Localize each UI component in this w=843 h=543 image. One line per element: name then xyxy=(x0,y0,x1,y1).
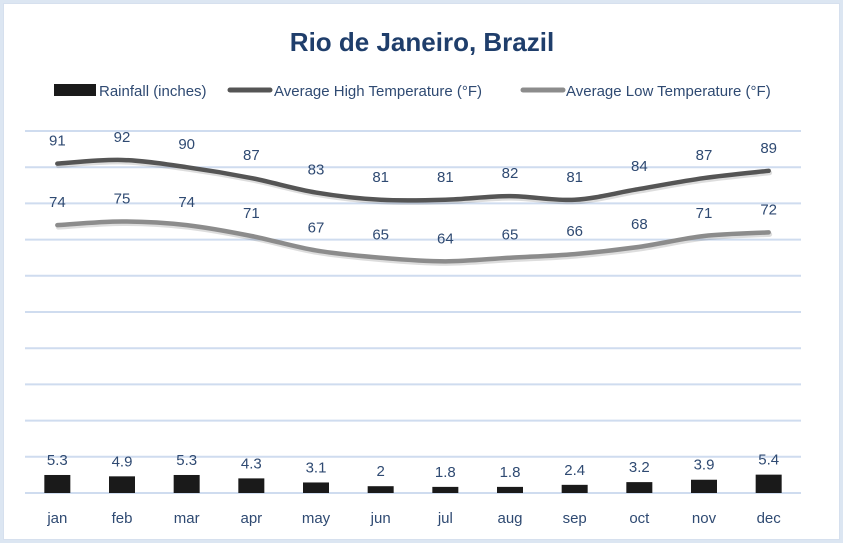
low-temp-label: 75 xyxy=(114,191,131,208)
rainfall-label: 3.9 xyxy=(694,457,715,474)
low-temp-label: 71 xyxy=(696,205,713,222)
legend-label-high: Average High Temperature (°F) xyxy=(274,83,482,100)
low-temp-label: 66 xyxy=(566,223,583,240)
legend-label-rainfall: Rainfall (inches) xyxy=(99,83,207,100)
rainfall-label: 3.2 xyxy=(629,459,650,476)
legend-swatch-rainfall xyxy=(54,84,96,96)
rainfall-bar xyxy=(497,486,523,493)
high-temp-label: 89 xyxy=(760,140,777,157)
low-temp-label: 74 xyxy=(49,194,66,211)
high-temp-label: 87 xyxy=(243,147,260,164)
high-temp-label: 90 xyxy=(178,136,195,153)
low-temp-label: 72 xyxy=(760,201,777,218)
rainfall-label: 2.4 xyxy=(564,462,585,479)
low-temp-label: 68 xyxy=(631,216,648,233)
x-tick-label: jul xyxy=(437,510,453,527)
high-temp-label: 87 xyxy=(696,147,713,164)
high-temp-label: 83 xyxy=(308,162,325,179)
low-temp-label: 67 xyxy=(308,219,325,236)
rainfall-bar xyxy=(173,474,200,493)
legend: Rainfall (inches) Average High Temperatu… xyxy=(54,83,771,100)
rainfall-label: 5.3 xyxy=(176,452,197,469)
x-tick-label: apr xyxy=(240,510,262,527)
rainfall-bar xyxy=(626,482,653,493)
low-temp-label: 64 xyxy=(437,230,454,247)
chart: Rio de Janeiro, Brazil Rainfall (inches)… xyxy=(25,27,801,527)
x-tick-label: oct xyxy=(629,510,650,527)
high-temp-label: 82 xyxy=(502,165,519,182)
chart-frame: Rio de Janeiro, Brazil Rainfall (inches)… xyxy=(3,3,840,540)
x-tick-label: sep xyxy=(563,510,587,527)
rainfall-label: 1.8 xyxy=(435,464,456,481)
x-tick-label: jan xyxy=(46,510,67,527)
rainfall-bar xyxy=(367,486,394,493)
temperature-lines xyxy=(55,157,773,266)
rainfall-bar xyxy=(303,482,329,493)
rainfall-label: 4.3 xyxy=(241,455,262,472)
high-temp-label: 84 xyxy=(631,158,648,175)
rainfall-bar xyxy=(561,484,588,493)
chart-title: Rio de Janeiro, Brazil xyxy=(290,27,554,57)
x-axis-ticks: jan feb mar apr may jun jul aug sep oct nov dec xyxy=(46,510,781,527)
rainfall-label: 2 xyxy=(376,463,384,480)
rainfall-bar xyxy=(432,486,459,493)
rainfall-bars xyxy=(44,474,782,493)
x-tick-label: may xyxy=(302,510,331,527)
low-temp-label: 71 xyxy=(243,205,260,222)
x-tick-label: dec xyxy=(757,510,782,527)
high-temp-line xyxy=(55,157,771,203)
gridlines xyxy=(25,130,801,494)
x-tick-label: mar xyxy=(174,510,200,527)
low-temp-label: 74 xyxy=(178,194,195,211)
high-temp-label: 81 xyxy=(437,169,454,186)
high-temp-label: 81 xyxy=(566,169,583,186)
x-tick-label: aug xyxy=(497,510,522,527)
rainfall-label: 1.8 xyxy=(500,464,521,481)
rainfall-label: 5.4 xyxy=(758,452,779,469)
low-temp-label: 65 xyxy=(502,227,519,244)
x-tick-label: nov xyxy=(692,510,717,527)
x-tick-label: jun xyxy=(370,510,391,527)
rainfall-bar xyxy=(691,479,717,493)
data-labels: 91 92 90 87 83 81 81 82 81 84 87 89 74 75 74 71 67 65 64 65… xyxy=(47,129,779,481)
high-temp-label: 81 xyxy=(372,169,389,186)
rainfall-label: 3.1 xyxy=(306,459,327,476)
high-temp-label: 92 xyxy=(114,129,131,146)
rainfall-bar xyxy=(238,478,265,493)
rainfall-label: 4.9 xyxy=(112,453,133,470)
rainfall-bar xyxy=(109,476,135,493)
low-temp-label: 65 xyxy=(372,227,389,244)
x-tick-label: feb xyxy=(112,510,133,527)
rainfall-label: 5.3 xyxy=(47,452,68,469)
rainfall-bar xyxy=(755,474,782,493)
high-temp-label: 91 xyxy=(49,133,66,150)
legend-label-low: Average Low Temperature (°F) xyxy=(566,83,771,100)
rainfall-bar xyxy=(44,474,71,493)
low-temp-line xyxy=(55,219,771,264)
